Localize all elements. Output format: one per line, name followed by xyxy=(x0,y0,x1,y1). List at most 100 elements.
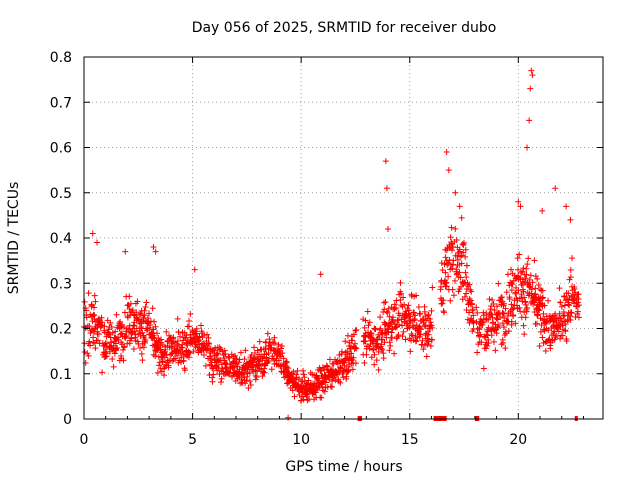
data-point xyxy=(130,322,137,329)
data-point xyxy=(512,290,519,297)
data-point xyxy=(524,280,531,287)
data-point xyxy=(535,282,542,289)
data-point xyxy=(534,275,541,282)
data-point xyxy=(537,328,544,335)
data-point xyxy=(575,302,582,309)
data-point xyxy=(87,342,94,349)
data-point xyxy=(337,379,344,386)
data-point xyxy=(479,319,486,326)
data-point xyxy=(162,346,169,353)
data-point xyxy=(396,321,403,328)
data-point xyxy=(448,224,455,231)
data-point xyxy=(217,379,224,386)
data-point xyxy=(365,329,372,336)
data-point xyxy=(443,149,450,156)
data-point xyxy=(442,254,449,261)
data-point xyxy=(515,266,522,273)
data-point xyxy=(309,385,316,392)
data-point xyxy=(240,371,247,378)
data-point xyxy=(108,339,115,346)
data-point xyxy=(364,308,371,315)
data-point xyxy=(443,283,450,290)
data-point xyxy=(342,338,349,345)
data-point xyxy=(121,309,128,316)
data-point xyxy=(389,314,396,321)
data-point xyxy=(514,255,521,262)
data-point xyxy=(134,298,141,305)
data-point xyxy=(209,378,216,385)
data-point xyxy=(460,249,467,256)
data-point xyxy=(379,346,386,353)
data-point xyxy=(463,262,470,269)
data-point xyxy=(509,281,516,288)
data-point xyxy=(361,360,368,367)
data-point xyxy=(179,344,186,351)
data-point xyxy=(402,336,409,343)
data-point xyxy=(419,337,426,344)
data-point xyxy=(380,355,387,362)
data-point xyxy=(504,271,511,278)
data-point xyxy=(424,328,431,335)
data-point xyxy=(532,290,539,297)
data-point xyxy=(565,299,572,306)
data-point xyxy=(489,296,496,303)
data-point xyxy=(370,347,377,354)
data-point xyxy=(352,327,359,334)
data-point xyxy=(111,350,118,357)
data-point xyxy=(565,290,572,297)
data-point xyxy=(542,348,549,355)
data-point xyxy=(278,342,285,349)
data-point xyxy=(414,334,421,341)
data-point xyxy=(328,384,335,391)
data-point xyxy=(395,332,402,339)
chart-title: Day 056 of 2025, SRMTID for receiver dub… xyxy=(192,20,497,36)
data-point xyxy=(539,207,546,214)
data-point xyxy=(469,306,476,313)
data-point xyxy=(387,342,394,349)
data-point xyxy=(318,394,325,401)
data-point xyxy=(152,248,159,255)
data-point xyxy=(409,322,416,329)
data-point xyxy=(181,367,188,374)
data-point xyxy=(210,365,217,372)
data-point xyxy=(480,365,487,372)
data-point xyxy=(381,321,388,328)
data-point xyxy=(266,336,273,343)
data-point xyxy=(456,269,463,276)
data-point xyxy=(534,311,541,318)
data-point xyxy=(470,312,477,319)
data-point xyxy=(384,309,391,316)
data-point xyxy=(503,289,510,296)
data-point xyxy=(397,279,404,286)
data-point xyxy=(185,354,192,361)
data-point xyxy=(361,324,368,331)
data-point xyxy=(397,297,404,304)
data-point xyxy=(506,295,513,302)
data-point xyxy=(413,337,420,344)
data-point xyxy=(122,248,129,255)
data-point xyxy=(196,333,203,340)
data-point xyxy=(575,291,582,298)
data-point xyxy=(459,240,466,247)
data-point xyxy=(175,328,182,335)
data-point xyxy=(457,274,464,281)
data-point xyxy=(161,372,168,379)
data-point xyxy=(268,366,275,373)
data-point xyxy=(463,274,470,281)
data-point xyxy=(502,345,509,352)
data-point xyxy=(377,314,384,321)
data-point xyxy=(520,265,527,272)
data-point xyxy=(100,349,107,356)
data-point xyxy=(508,301,515,308)
data-point xyxy=(99,369,106,376)
data-point xyxy=(489,314,496,321)
data-point xyxy=(193,325,200,332)
data-point xyxy=(521,278,528,285)
data-point xyxy=(421,322,428,329)
data-point xyxy=(497,313,504,320)
data-point xyxy=(101,323,108,330)
data-point xyxy=(371,351,378,358)
data-point xyxy=(386,347,393,354)
data-point xyxy=(413,292,420,299)
data-point xyxy=(123,332,130,339)
